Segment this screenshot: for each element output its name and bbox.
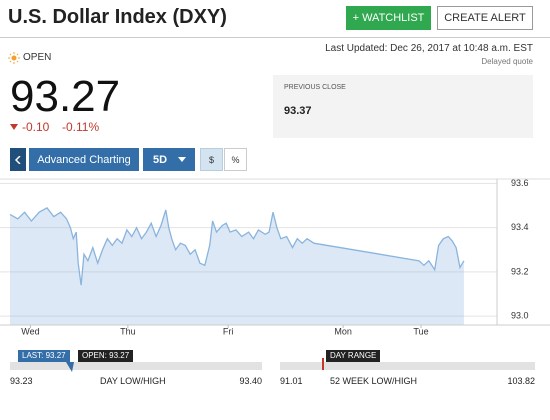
y-tick-label: 93.4 [511, 222, 529, 232]
previous-close-value: 93.37 [284, 105, 312, 117]
last-updated: Last Updated: Dec 26, 2017 at 10:48 a.m.… [325, 43, 533, 54]
y-tick-label: 93.6 [511, 178, 529, 188]
market-status: OPEN [23, 52, 52, 63]
price: 93.27 [10, 72, 121, 121]
delayed-note: Delayed quote [481, 57, 533, 66]
previous-close-box [273, 75, 533, 138]
open-badge: OPEN: 93.27 [78, 350, 134, 362]
x-tick-label: Tue [413, 326, 428, 336]
period-button[interactable]: 5D [143, 148, 195, 171]
area-fill [10, 207, 464, 325]
dollar-toggle[interactable]: $ [200, 148, 223, 171]
sun-icon [8, 52, 20, 64]
caret [178, 157, 186, 162]
y-tick-label: 93.0 [511, 311, 529, 321]
week-range-label: 52 WEEK LOW/HIGH [330, 376, 418, 386]
day-range-badge: DAY RANGE [326, 350, 381, 362]
advanced-charting-button[interactable]: Advanced Charting [29, 148, 139, 171]
x-tick-label: Mon [334, 326, 352, 336]
percent-toggle[interactable]: % [224, 148, 247, 171]
header-divider [0, 37, 550, 38]
day-range-bar [10, 362, 262, 370]
x-tick-label: Wed [21, 326, 39, 336]
y-tick-label: 93.2 [511, 266, 529, 276]
change: -0.10 [22, 120, 50, 134]
create-alert-button[interactable]: CREATE ALERT [437, 6, 533, 30]
page-title: U.S. Dollar Index (DXY) [8, 6, 227, 28]
day-low: 93.23 [10, 376, 33, 386]
price-line [9, 206, 465, 286]
day-high: 93.40 [239, 376, 262, 386]
week-low: 91.01 [280, 376, 303, 386]
chart: 93.6 93.4 93.2 93.0 Wed Thu Fri Mon Tue [0, 178, 550, 336]
x-tick-label: Thu [120, 326, 136, 336]
down-arrow [10, 124, 18, 130]
x-tick-label: Fri [223, 326, 234, 336]
day-range-label: DAY LOW/HIGH [100, 376, 166, 386]
week-range-bar [280, 362, 535, 370]
watchlist-button[interactable]: + WATCHLIST [346, 6, 431, 30]
last-pointer [66, 362, 74, 372]
week-high: 103.82 [507, 376, 535, 386]
change-percent: -0.11% [62, 120, 100, 134]
back-button[interactable] [10, 148, 26, 171]
week-marker [322, 358, 324, 370]
previous-close-label: PREVIOUS CLOSE [284, 84, 346, 91]
last-badge: LAST: 93.27 [18, 350, 70, 362]
